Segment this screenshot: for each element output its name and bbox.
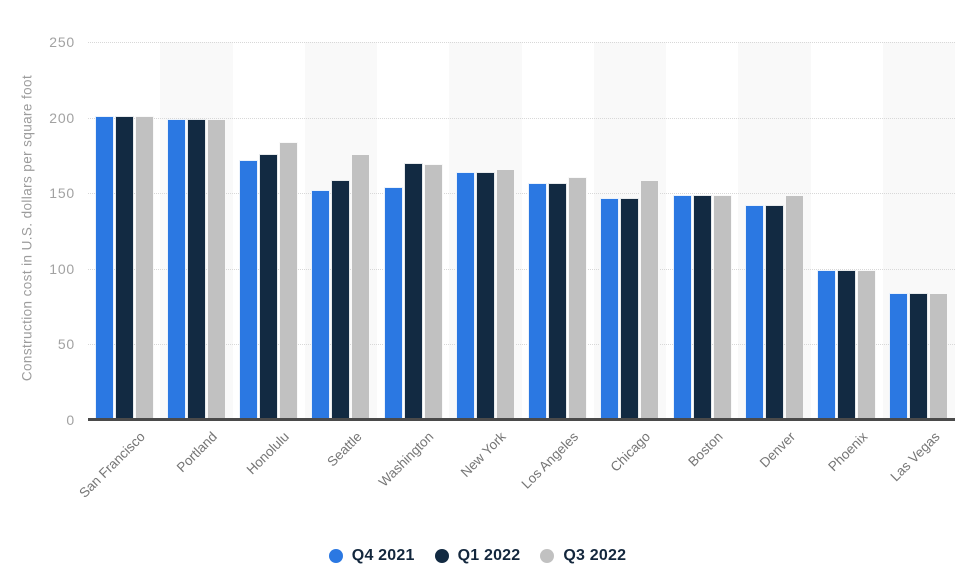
bar[interactable] — [114, 116, 134, 420]
category-slot: New York — [449, 42, 522, 480]
gridline — [88, 42, 955, 43]
bar[interactable] — [672, 194, 692, 420]
x-axis-label: Seattle — [324, 429, 365, 470]
bar[interactable] — [495, 169, 515, 420]
category-slot: Washington — [376, 42, 449, 490]
y-tick-label: 150 — [49, 185, 75, 202]
bar[interactable] — [351, 153, 371, 420]
bar-group — [600, 42, 660, 420]
bar-group — [889, 42, 949, 420]
category-slot: Honolulu — [233, 42, 305, 477]
bar[interactable] — [259, 153, 279, 420]
category-slot: Denver — [738, 42, 811, 470]
bar-group — [311, 42, 371, 420]
legend-swatch-icon — [328, 549, 343, 563]
bar[interactable] — [712, 194, 732, 420]
bar-group — [672, 42, 732, 420]
legend-label: Q4 2021 — [351, 547, 415, 564]
bar[interactable] — [331, 179, 351, 420]
bar[interactable] — [403, 162, 423, 420]
x-axis-label: Honolulu — [243, 429, 293, 478]
bar[interactable] — [692, 194, 712, 420]
x-axis-label: Denver — [756, 429, 798, 471]
y-axis-labels: 0 50 100 150 200 250 — [0, 0, 88, 582]
bar[interactable] — [909, 293, 929, 420]
x-axis-label: Los Angeles — [518, 429, 582, 492]
bar[interactable] — [620, 197, 640, 420]
bar-group — [528, 42, 588, 420]
bar[interactable] — [186, 119, 206, 420]
bar[interactable] — [455, 172, 475, 420]
bar[interactable] — [239, 159, 259, 420]
bar[interactable] — [837, 270, 857, 420]
bar[interactable] — [744, 205, 764, 420]
bar[interactable] — [784, 194, 804, 420]
bar-group — [166, 42, 226, 420]
category-slots: San Francisco Portland Honolulu Seattle Wash… — [76, 42, 955, 501]
x-axis-label: Chicago — [607, 429, 654, 475]
x-axis-label: Las Vegas — [887, 429, 943, 485]
y-tick-label: 0 — [66, 412, 75, 428]
category-slot: Phoenix — [811, 42, 883, 474]
x-axis-label: Portland — [173, 429, 220, 476]
y-tick-label: 100 — [49, 260, 75, 277]
bar-group — [239, 42, 299, 420]
bar[interactable] — [279, 141, 299, 420]
bar-group — [744, 42, 804, 420]
x-axis-label: Washington — [376, 429, 437, 490]
legend-item[interactable]: Q3 2022 — [540, 547, 626, 565]
legend-label: Q3 2022 — [563, 547, 627, 564]
bar[interactable] — [817, 270, 837, 420]
category-slot: Portland — [160, 42, 233, 475]
bar[interactable] — [568, 176, 588, 420]
bar[interactable] — [475, 172, 495, 420]
bar[interactable] — [640, 179, 660, 420]
bar[interactable] — [889, 293, 909, 420]
x-axis-label: New York — [458, 429, 509, 480]
bar[interactable] — [600, 197, 620, 420]
legend-item[interactable]: Q4 2021 — [328, 547, 415, 565]
y-tick-label: 200 — [49, 109, 75, 126]
bar[interactable] — [857, 270, 877, 420]
gridline — [88, 193, 955, 195]
bar[interactable] — [929, 293, 949, 420]
category-slot: Boston — [666, 42, 738, 469]
gridline — [88, 268, 955, 270]
category-slot: Chicago — [593, 42, 666, 475]
bar-group — [383, 42, 443, 420]
y-tick-label: 250 — [49, 34, 75, 50]
legend-item[interactable]: Q1 2022 — [434, 547, 521, 565]
gridline — [88, 344, 955, 346]
bar[interactable] — [311, 190, 331, 420]
bar[interactable] — [548, 182, 568, 420]
category-slot: San Francisco — [76, 42, 160, 501]
legend-label: Q1 2022 — [457, 547, 521, 564]
legend-swatch-icon — [434, 549, 449, 563]
gridline — [88, 117, 955, 119]
bar[interactable] — [134, 116, 154, 420]
y-tick-label: 50 — [57, 336, 75, 353]
legend: Q4 2021 Q1 2022 Q3 2022 — [0, 547, 955, 565]
bar-group — [455, 42, 515, 420]
bar[interactable] — [166, 119, 186, 420]
x-axis-label: Boston — [685, 429, 726, 470]
category-slot: Los Angeles — [519, 42, 594, 492]
category-slot: Las Vegas — [882, 42, 955, 484]
plot-area: San Francisco Portland Honolulu Seattle Wash… — [76, 42, 955, 501]
bar[interactable] — [206, 119, 226, 420]
category-slot: Seattle — [304, 42, 377, 469]
bar[interactable] — [423, 164, 443, 420]
bar[interactable] — [94, 116, 114, 420]
bar[interactable] — [383, 187, 403, 420]
bar-group — [94, 42, 154, 420]
bar[interactable] — [528, 182, 548, 420]
bar[interactable] — [764, 205, 784, 420]
bar-group — [817, 42, 877, 420]
x-axis-label: Phoenix — [825, 429, 871, 475]
legend-swatch-icon — [540, 549, 555, 563]
x-axis-line — [88, 418, 955, 421]
